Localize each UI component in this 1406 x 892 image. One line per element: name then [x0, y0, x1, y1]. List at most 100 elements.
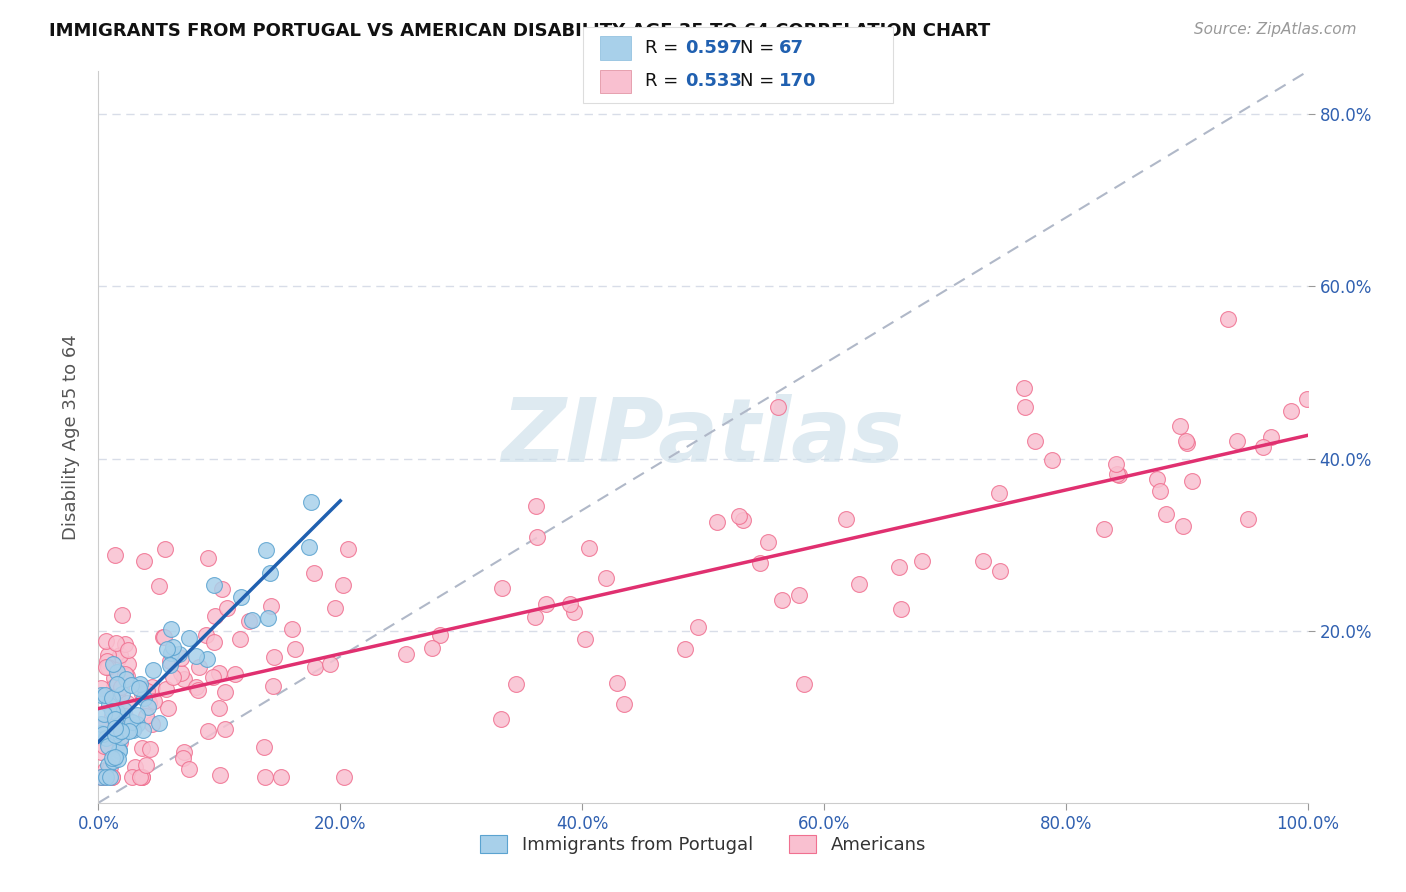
Point: [97, 739, 120, 753]
Point: [208, 665, 231, 680]
Point: [254, 770, 277, 784]
Point: [911, 554, 934, 568]
Point: [143, 694, 166, 708]
Point: [90, 681, 112, 695]
Point: [238, 614, 260, 628]
Point: [204, 608, 226, 623]
Point: [101, 770, 124, 784]
Point: [96, 654, 118, 668]
Point: [1149, 483, 1171, 498]
Point: [156, 701, 179, 715]
Point: [97, 698, 120, 712]
Text: IMMIGRANTS FROM PORTUGAL VS AMERICAN DISABILITY AGE 35 TO 64 CORRELATION CHART: IMMIGRANTS FROM PORTUGAL VS AMERICAN DIS…: [49, 22, 990, 40]
Point: [111, 607, 134, 622]
Point: [100, 690, 122, 705]
Point: [93, 739, 115, 753]
Point: [138, 696, 160, 710]
Point: [107, 652, 129, 666]
Point: [124, 760, 146, 774]
Point: [101, 709, 124, 723]
Point: [114, 637, 136, 651]
Point: [988, 486, 1011, 500]
Point: [257, 611, 280, 625]
Point: [394, 647, 416, 661]
Point: [1173, 518, 1195, 533]
Point: [108, 648, 131, 662]
Point: [526, 530, 548, 544]
Text: Source: ZipAtlas.com: Source: ZipAtlas.com: [1194, 22, 1357, 37]
Point: [105, 690, 128, 704]
Point: [112, 703, 135, 717]
Point: [104, 714, 127, 728]
Point: [337, 542, 360, 557]
Point: [159, 654, 181, 668]
Point: [197, 723, 219, 738]
Point: [179, 762, 201, 776]
Point: [284, 642, 307, 657]
Point: [94, 633, 117, 648]
Point: [214, 685, 236, 699]
Point: [260, 599, 283, 613]
Point: [159, 657, 181, 672]
Point: [606, 675, 628, 690]
Point: [990, 565, 1012, 579]
Point: [110, 730, 132, 744]
Point: [787, 588, 810, 602]
Point: [835, 512, 858, 526]
Point: [121, 714, 143, 729]
Point: [127, 716, 149, 731]
Point: [125, 708, 148, 723]
Point: [766, 400, 789, 414]
Point: [749, 556, 772, 570]
Text: N =: N =: [740, 72, 779, 90]
Point: [105, 722, 128, 736]
Point: [136, 700, 159, 714]
Point: [90, 745, 112, 759]
Text: ZIPatlas: ZIPatlas: [502, 393, 904, 481]
Point: [770, 593, 793, 607]
Point: [673, 642, 696, 657]
Point: [118, 724, 141, 739]
Point: [128, 681, 150, 695]
Point: [281, 622, 304, 636]
Point: [141, 716, 163, 731]
Point: [1108, 467, 1130, 482]
Point: [1024, 434, 1046, 448]
Point: [105, 665, 128, 680]
Point: [108, 735, 131, 749]
Point: [148, 716, 170, 731]
Point: [1181, 475, 1204, 489]
Point: [1107, 467, 1129, 482]
Point: [114, 666, 136, 681]
Point: [1092, 522, 1115, 536]
Point: [117, 657, 139, 671]
Point: [299, 494, 322, 508]
Point: [121, 723, 143, 738]
Point: [141, 680, 163, 694]
Point: [224, 666, 246, 681]
Point: [731, 513, 754, 527]
Text: N =: N =: [740, 39, 779, 57]
Point: [972, 554, 994, 568]
Point: [90, 726, 112, 740]
Point: [173, 745, 195, 759]
Point: [91, 727, 114, 741]
Point: [177, 632, 200, 646]
Point: [122, 721, 145, 735]
Point: [333, 770, 356, 784]
Point: [890, 602, 912, 616]
Point: [139, 742, 162, 756]
Y-axis label: Disability Age 35 to 64: Disability Age 35 to 64: [62, 334, 80, 540]
Point: [1154, 507, 1177, 521]
Point: [134, 690, 156, 705]
Point: [1260, 430, 1282, 444]
Point: [170, 665, 193, 680]
Text: 0.533: 0.533: [685, 72, 741, 90]
Point: [101, 723, 124, 738]
Point: [578, 541, 600, 556]
Point: [562, 605, 585, 619]
Point: [1014, 400, 1036, 414]
Point: [131, 770, 153, 784]
Point: [107, 705, 129, 719]
Point: [270, 770, 292, 784]
